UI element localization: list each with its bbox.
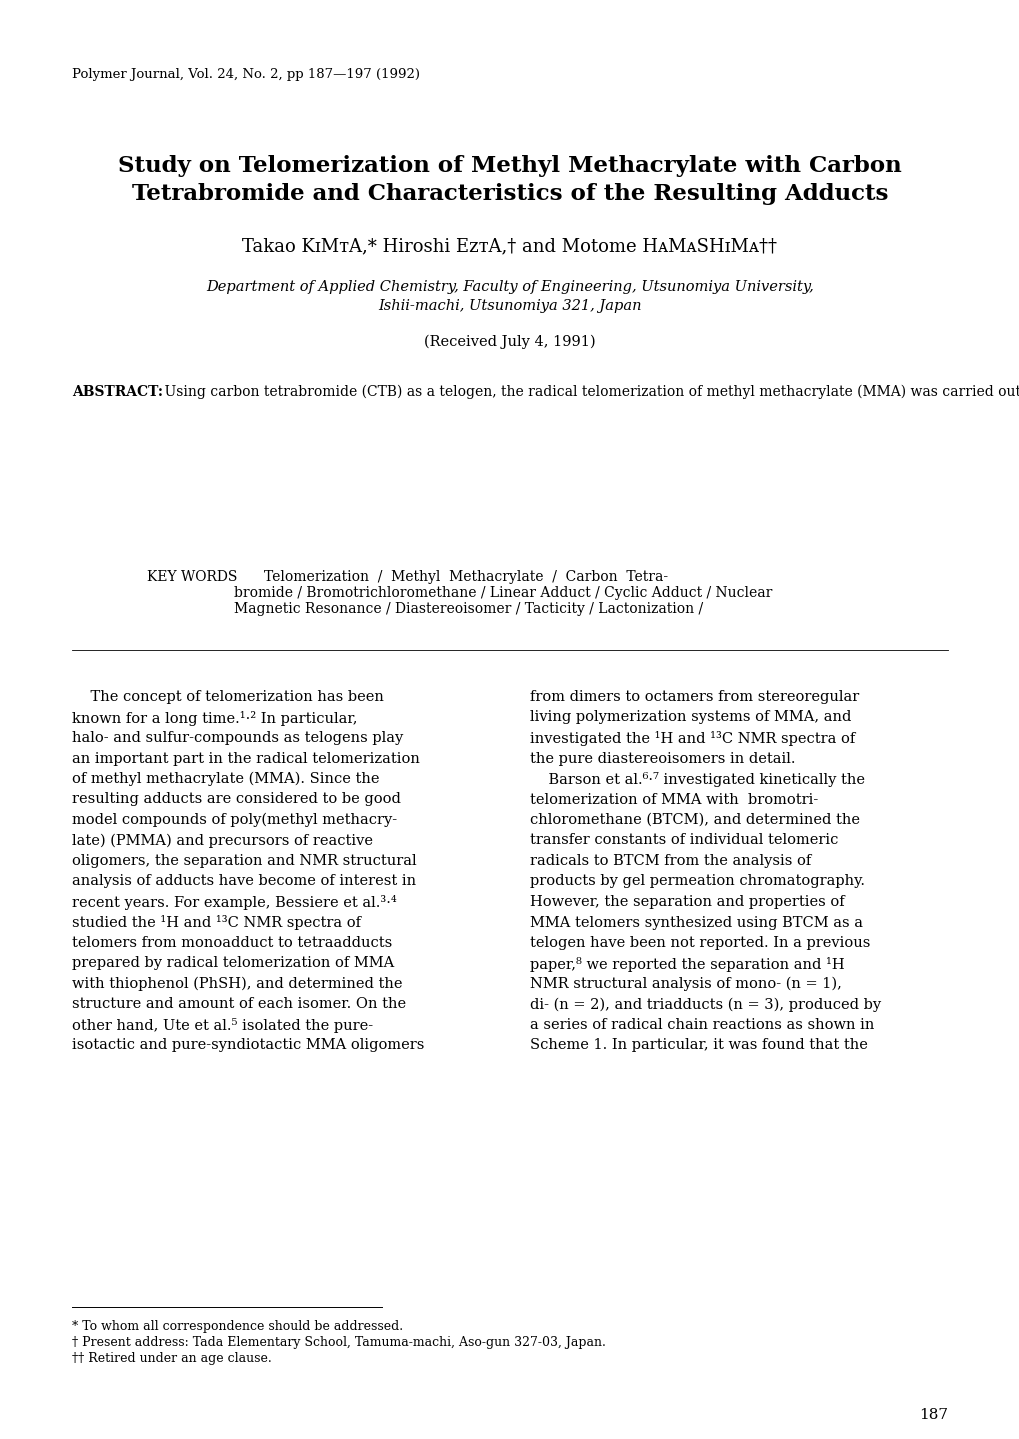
- Text: an important part in the radical telomerization: an important part in the radical telomer…: [72, 751, 420, 766]
- Text: (Received July 4, 1991): (Received July 4, 1991): [424, 335, 595, 350]
- Text: Study on Telomerization of Methyl Methacrylate with Carbon: Study on Telomerization of Methyl Methac…: [118, 155, 901, 177]
- Text: other hand, Ute et al.⁵ isolated the pure-: other hand, Ute et al.⁵ isolated the pur…: [72, 1017, 373, 1033]
- Text: KEY WORDS: KEY WORDS: [147, 570, 237, 584]
- Text: Ishii-machi, Utsunomiya 321, Japan: Ishii-machi, Utsunomiya 321, Japan: [378, 299, 641, 314]
- Text: * To whom all correspondence should be addressed.: * To whom all correspondence should be a…: [72, 1320, 403, 1333]
- Text: known for a long time.¹·² In particular,: known for a long time.¹·² In particular,: [72, 711, 357, 725]
- Text: †† Retired under an age clause.: †† Retired under an age clause.: [72, 1353, 271, 1366]
- Text: Tetrabromide and Characteristics of the Resulting Adducts: Tetrabromide and Characteristics of the …: [131, 183, 888, 204]
- Text: Scheme 1. In particular, it was found that the: Scheme 1. In particular, it was found th…: [530, 1039, 867, 1052]
- Text: oligomers, the separation and NMR structural: oligomers, the separation and NMR struct…: [72, 853, 416, 868]
- Text: Polymer Journal, Vol. 24, No. 2, pp 187—197 (1992): Polymer Journal, Vol. 24, No. 2, pp 187—…: [72, 68, 420, 81]
- Text: Magnetic Resonance / Diastereoisomer / Tacticity / Lactonization /: Magnetic Resonance / Diastereoisomer / T…: [233, 602, 702, 616]
- Text: 187: 187: [918, 1407, 947, 1422]
- Text: telogen have been not reported. In a previous: telogen have been not reported. In a pre…: [530, 935, 869, 950]
- Text: di- (n = 2), and triadducts (n = 3), produced by: di- (n = 2), and triadducts (n = 3), pro…: [530, 997, 880, 1012]
- Text: recent years. For example, Bessiere et al.³·⁴: recent years. For example, Bessiere et a…: [72, 895, 396, 909]
- Text: telomerization of MMA with  bromotri-: telomerization of MMA with bromotri-: [530, 793, 817, 806]
- Text: studied the ¹H and ¹³C NMR spectra of: studied the ¹H and ¹³C NMR spectra of: [72, 915, 361, 931]
- Text: Telomerization  /  Methyl  Methacrylate  /  Carbon  Tetra-: Telomerization / Methyl Methacrylate / C…: [264, 570, 667, 584]
- Text: model compounds of poly(methyl methacry-: model compounds of poly(methyl methacry-: [72, 813, 396, 827]
- Text: Using carbon tetrabromide (CTB) as a telogen, the radical telomerization of meth: Using carbon tetrabromide (CTB) as a tel…: [147, 386, 1019, 400]
- Text: bromide / Bromotrichloromethane / Linear Adduct / Cyclic Adduct / Nuclear: bromide / Bromotrichloromethane / Linear…: [233, 586, 771, 600]
- Text: † Present address: Tada Elementary School, Tamuma-machi, Aso-gun 327-03, Japan.: † Present address: Tada Elementary Schoo…: [72, 1335, 605, 1348]
- Text: products by gel permeation chromatography.: products by gel permeation chromatograph…: [530, 875, 864, 888]
- Text: late) (PMMA) and precursors of reactive: late) (PMMA) and precursors of reactive: [72, 833, 373, 848]
- Text: isotactic and pure-syndiotactic MMA oligomers: isotactic and pure-syndiotactic MMA olig…: [72, 1039, 424, 1052]
- Text: of methyl methacrylate (MMA). Since the: of methyl methacrylate (MMA). Since the: [72, 771, 379, 786]
- Text: MMA telomers synthesized using BTCM as a: MMA telomers synthesized using BTCM as a: [530, 915, 862, 930]
- Text: the pure diastereoisomers in detail.: the pure diastereoisomers in detail.: [530, 751, 795, 766]
- Text: ABSTRACT:: ABSTRACT:: [72, 386, 163, 399]
- Text: NMR structural analysis of mono- (n = 1),: NMR structural analysis of mono- (n = 1)…: [530, 977, 841, 991]
- Text: with thiophenol (PhSH), and determined the: with thiophenol (PhSH), and determined t…: [72, 977, 403, 991]
- Text: prepared by radical telomerization of MMA: prepared by radical telomerization of MM…: [72, 957, 394, 970]
- Text: analysis of adducts have become of interest in: analysis of adducts have become of inter…: [72, 875, 416, 888]
- Text: investigated the ¹H and ¹³C NMR spectra of: investigated the ¹H and ¹³C NMR spectra …: [530, 731, 854, 745]
- Text: transfer constants of individual telomeric: transfer constants of individual telomer…: [530, 833, 838, 848]
- Text: structure and amount of each isomer. On the: structure and amount of each isomer. On …: [72, 997, 406, 1012]
- Text: paper,⁸ we reported the separation and ¹H: paper,⁸ we reported the separation and ¹…: [530, 957, 844, 971]
- Text: living polymerization systems of MMA, and: living polymerization systems of MMA, an…: [530, 711, 851, 724]
- Text: from dimers to octamers from stereoregular: from dimers to octamers from stereoregul…: [530, 689, 858, 704]
- Text: The concept of telomerization has been: The concept of telomerization has been: [72, 689, 383, 704]
- Text: telomers from monoadduct to tetraadducts: telomers from monoadduct to tetraadducts: [72, 935, 392, 950]
- Text: Barson et al.⁶·⁷ investigated kinetically the: Barson et al.⁶·⁷ investigated kineticall…: [530, 771, 864, 787]
- Text: Department of Applied Chemistry, Faculty of Engineering, Utsunomiya University,: Department of Applied Chemistry, Faculty…: [206, 281, 813, 294]
- Text: chloromethane (BTCM), and determined the: chloromethane (BTCM), and determined the: [530, 813, 859, 827]
- Text: However, the separation and properties of: However, the separation and properties o…: [530, 895, 844, 909]
- Text: resulting adducts are considered to be good: resulting adducts are considered to be g…: [72, 793, 400, 806]
- Text: a series of radical chain reactions as shown in: a series of radical chain reactions as s…: [530, 1017, 873, 1032]
- Text: Takao KɪMᴛA,* Hiroshi EzᴛA,† and Motome HᴀMᴀSHɪMᴀ††: Takao KɪMᴛA,* Hiroshi EzᴛA,† and Motome …: [243, 237, 776, 255]
- Text: radicals to BTCM from the analysis of: radicals to BTCM from the analysis of: [530, 853, 810, 868]
- Text: halo- and sulfur-compounds as telogens play: halo- and sulfur-compounds as telogens p…: [72, 731, 403, 745]
